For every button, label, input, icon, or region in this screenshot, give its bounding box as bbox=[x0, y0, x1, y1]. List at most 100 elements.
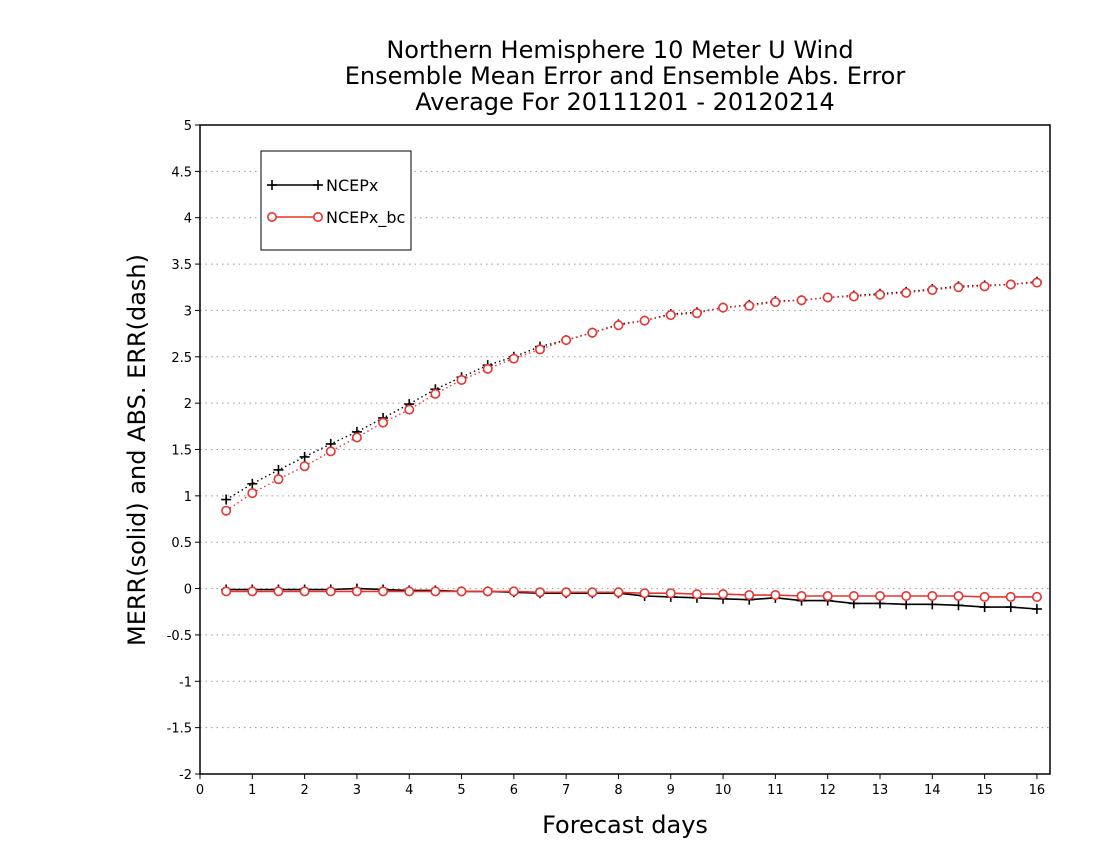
y-tick-label: 3.5 bbox=[171, 258, 192, 273]
y-tick-label: 2 bbox=[184, 397, 192, 412]
x-tick-label: 7 bbox=[562, 783, 570, 798]
x-tick-label: 8 bbox=[614, 783, 622, 798]
abs-err-point bbox=[404, 404, 415, 415]
merr-point bbox=[718, 589, 729, 600]
abs-err-point bbox=[247, 488, 258, 499]
merr-point bbox=[587, 587, 598, 598]
abs-err-point bbox=[691, 308, 702, 319]
x-tick-label: 13 bbox=[872, 783, 889, 798]
title-line-2: Ensemble Mean Error and Ensemble Abs. Er… bbox=[345, 62, 906, 90]
merr-point bbox=[979, 591, 990, 602]
abs-err-line bbox=[225, 281, 1037, 501]
y-tick-label: 3 bbox=[184, 304, 192, 319]
abs-err-point bbox=[796, 295, 807, 306]
axis-ticks: -2-1.5-1-0.500.511.522.533.544.550 1 2 3 4 5 6… bbox=[167, 119, 1046, 798]
abs-err-point bbox=[221, 494, 232, 505]
series-NCEPx_bc bbox=[221, 277, 1042, 602]
merr-point bbox=[665, 588, 676, 599]
abs-err-point bbox=[639, 315, 650, 326]
x-tick-label: 10 bbox=[715, 783, 732, 798]
series-NCEPx bbox=[221, 276, 1042, 614]
legend-item: NCEPx_bc bbox=[266, 208, 405, 228]
abs-err-point bbox=[979, 281, 990, 292]
merr-point bbox=[770, 590, 781, 601]
merr-point bbox=[927, 599, 938, 610]
abs-err-point bbox=[325, 446, 336, 457]
abs-err-point bbox=[430, 388, 441, 399]
legend-item: NCEPx bbox=[267, 176, 378, 195]
abs-err-point bbox=[901, 287, 912, 298]
series-layer bbox=[221, 276, 1042, 614]
legend-marker bbox=[267, 180, 277, 190]
merr-point bbox=[508, 586, 519, 597]
merr-point bbox=[822, 590, 833, 601]
abs-err-point bbox=[351, 432, 362, 443]
legend-marker bbox=[312, 212, 323, 223]
merr-point bbox=[953, 590, 964, 601]
y-tick-label: -0.5 bbox=[167, 629, 192, 644]
y-tick-label: 0 bbox=[184, 583, 192, 598]
abs-err-point bbox=[299, 451, 310, 462]
merr-point bbox=[639, 588, 650, 599]
y-tick-label: 4.5 bbox=[171, 165, 192, 180]
abs-err-point bbox=[378, 417, 389, 428]
x-tick-label: 9 bbox=[667, 783, 675, 798]
merr-point bbox=[273, 586, 284, 597]
legend-box bbox=[260, 150, 412, 251]
y-tick-label: -2 bbox=[179, 768, 192, 783]
abs-err-point bbox=[744, 300, 755, 311]
merr-point bbox=[613, 587, 624, 598]
x-tick-label: 3 bbox=[353, 783, 361, 798]
abs-err-point bbox=[299, 461, 310, 472]
abs-err-point bbox=[561, 335, 572, 346]
y-axis-label: MERR(solid) and ABS. ERR(dash) bbox=[123, 254, 151, 646]
abs-err-point bbox=[1005, 279, 1016, 290]
merr-point bbox=[221, 586, 232, 597]
merr-point bbox=[482, 586, 493, 597]
abs-err-point bbox=[456, 374, 467, 385]
merr-point bbox=[874, 590, 885, 601]
abs-err-point bbox=[718, 302, 729, 313]
x-tick-label: 12 bbox=[819, 783, 836, 798]
x-tick-label: 5 bbox=[457, 783, 465, 798]
y-tick-label: 5 bbox=[184, 119, 192, 134]
chart-title: Northern Hemisphere 10 Meter U Wind Ense… bbox=[345, 36, 906, 116]
title-line-3: Average For 20111201 - 20120214 bbox=[415, 88, 835, 116]
merr-point bbox=[247, 586, 258, 597]
x-tick-label: 14 bbox=[924, 783, 941, 798]
merr-point bbox=[901, 590, 912, 601]
abs-err-point bbox=[874, 289, 885, 300]
merr-point bbox=[299, 586, 310, 597]
merr-point bbox=[456, 586, 467, 597]
merr-point bbox=[534, 587, 545, 598]
abs-err-point bbox=[508, 353, 519, 364]
abs-err-point bbox=[927, 285, 938, 296]
merr-point bbox=[953, 600, 964, 611]
y-tick-label: 0.5 bbox=[171, 536, 192, 551]
y-tick-label: 2.5 bbox=[171, 351, 192, 366]
merr-point bbox=[1005, 591, 1016, 602]
merr-point bbox=[351, 586, 362, 597]
x-tick-label: 0 bbox=[196, 783, 204, 798]
abs-err-point bbox=[770, 297, 781, 308]
title-line-1: Northern Hemisphere 10 Meter U Wind bbox=[386, 36, 853, 64]
abs-err-point bbox=[221, 505, 232, 516]
x-tick-label: 4 bbox=[405, 783, 413, 798]
abs-err-point bbox=[482, 363, 493, 374]
merr-point bbox=[796, 590, 807, 601]
y-tick-label: 1.5 bbox=[171, 444, 192, 459]
x-tick-label: 16 bbox=[1029, 783, 1046, 798]
legend-label: NCEPx_bc bbox=[326, 208, 405, 228]
abs-err-point bbox=[534, 344, 545, 355]
abs-err-point bbox=[1031, 277, 1042, 288]
merr-point bbox=[561, 587, 572, 598]
merr-point bbox=[1031, 603, 1042, 614]
y-tick-label: 1 bbox=[184, 490, 192, 505]
abs-err-point bbox=[848, 291, 859, 302]
merr-point bbox=[378, 586, 389, 597]
legend-items: NCEPx NCEPx_bc bbox=[266, 176, 405, 228]
grid-lines bbox=[200, 170, 1050, 729]
abs-err-point bbox=[587, 327, 598, 338]
legend-marker bbox=[266, 212, 277, 223]
